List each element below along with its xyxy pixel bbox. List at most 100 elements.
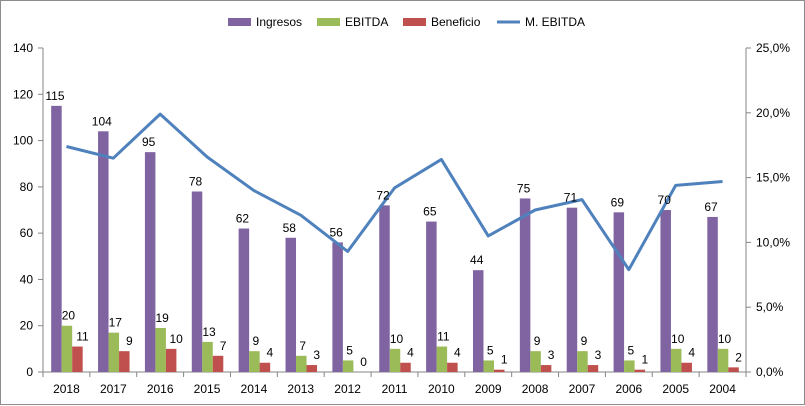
x-tick-label: 2009	[475, 382, 502, 396]
data-label-ingresos: 115	[45, 89, 64, 103]
y-tick-label-right: 0,0%	[756, 365, 784, 379]
x-tick-label: 2006	[615, 382, 642, 396]
data-label-ebitda: 17	[109, 316, 123, 330]
data-label-ebitda: 20	[62, 309, 76, 323]
bar-ingresos	[191, 191, 203, 372]
bar-ingresos	[660, 210, 671, 372]
bar-ebitda	[389, 348, 401, 372]
bar-beneficio	[119, 351, 130, 372]
data-label-ebitda: 9	[581, 334, 588, 348]
data-label-beneficio: 11	[76, 330, 89, 344]
data-label-ebitda: 7	[299, 339, 306, 353]
data-label-beneficio: 4	[267, 346, 274, 360]
data-label-beneficio: 1	[501, 353, 508, 367]
y-tick-label-right: 5,0%	[756, 300, 784, 314]
data-label-ingresos: 72	[376, 188, 390, 202]
y-tick-label-left: 140	[13, 41, 33, 55]
line-m-ebitda	[66, 112, 723, 272]
bar-ingresos	[519, 198, 531, 372]
x-tick-label: 2008	[522, 382, 549, 396]
bar-beneficio	[728, 367, 739, 372]
data-label-ebitda: 19	[155, 311, 169, 325]
y-tick-label-left: 0	[26, 365, 33, 379]
bar-ingresos	[613, 212, 625, 372]
y-tick-label-left: 40	[20, 272, 34, 286]
legend-label-m-ebitda: M. EBITDA	[525, 15, 585, 29]
bar-beneficio	[400, 362, 411, 372]
data-label-beneficio: 4	[407, 346, 414, 360]
bar-ebitda	[530, 351, 541, 372]
data-label-beneficio: 2	[735, 350, 742, 364]
x-tick-label: 2005	[662, 382, 689, 396]
bar-beneficio	[212, 355, 224, 372]
data-label-ingresos: 62	[236, 212, 250, 226]
data-label-beneficio: 9	[126, 334, 133, 348]
data-label-ingresos: 69	[611, 195, 625, 209]
data-label-ingresos: 75	[517, 181, 531, 195]
data-label-ingresos: 58	[283, 221, 297, 235]
y-tick-label-left: 100	[13, 134, 33, 148]
legend: Ingresos EBITDA Beneficio M. EBITDA	[228, 15, 585, 29]
bar-ingresos	[472, 270, 484, 372]
bar-beneficio	[165, 348, 177, 372]
bar-ebitda	[670, 348, 682, 372]
bar-ebitda	[202, 341, 213, 372]
data-label-ebitda: 9	[253, 334, 260, 348]
x-tick-label: 2004	[709, 382, 736, 396]
bar-ebitda	[296, 355, 307, 372]
line-series	[66, 112, 723, 272]
bar-ebitda	[249, 351, 260, 372]
data-label-ebitda: 11	[437, 330, 450, 344]
data-label-ebitda: 13	[202, 325, 216, 339]
data-label-beneficio: 1	[641, 353, 648, 367]
bar-ebitda	[717, 348, 729, 372]
x-tick-label: 2013	[287, 382, 314, 396]
y-tick-label-right: 20,0%	[756, 106, 790, 120]
data-label-beneficio: 10	[169, 332, 183, 346]
bar-ebitda	[577, 351, 588, 372]
x-tick-label: 2011	[382, 382, 408, 396]
bar-ingresos	[566, 207, 578, 372]
data-label-beneficio: 7	[220, 339, 227, 353]
data-label-ebitda: 5	[627, 343, 634, 357]
data-label-ingresos: 95	[142, 135, 156, 149]
legend-swatch-beneficio	[403, 18, 426, 26]
data-label-beneficio: 4	[454, 346, 461, 360]
data-label-ingresos: 56	[329, 225, 343, 239]
x-tick-label: 2010	[428, 382, 455, 396]
y-tick-label-right: 25,0%	[756, 41, 790, 55]
data-label-beneficio: 0	[360, 355, 367, 369]
y-tick-label-left: 60	[20, 226, 34, 240]
bar-ingresos	[98, 131, 109, 372]
legend-label-ingresos: Ingresos	[256, 15, 302, 29]
data-label-ingresos: 67	[704, 200, 718, 214]
bar-beneficio	[493, 369, 505, 372]
bar-ingresos	[51, 105, 62, 372]
data-label-beneficio: 3	[313, 348, 320, 362]
data-label-ebitda: 5	[346, 343, 353, 357]
legend-label-beneficio: Beneficio	[431, 15, 481, 29]
data-label-ingresos: 70	[658, 193, 672, 207]
data-label-beneficio: 4	[688, 346, 695, 360]
bars	[51, 105, 739, 372]
y-tick-label-left: 20	[20, 319, 34, 333]
bar-beneficio	[447, 362, 458, 372]
x-tick-label: 2015	[194, 382, 221, 396]
bar-ingresos	[379, 205, 390, 372]
data-label-ingresos: 65	[423, 205, 437, 219]
legend-swatch-ebitda	[317, 18, 340, 26]
bar-beneficio	[72, 346, 83, 372]
data-label-ingresos: 104	[92, 114, 112, 128]
bar-ingresos	[238, 228, 250, 372]
bar-ebitda	[342, 360, 354, 372]
bar-ingresos	[426, 221, 437, 372]
y-tick-label-right: 15,0%	[756, 171, 790, 185]
data-label-ebitda: 10	[390, 332, 404, 346]
bar-ebitda	[108, 332, 120, 372]
data-label-ebitda: 10	[671, 332, 685, 346]
bar-ebitda	[155, 328, 166, 372]
legend-swatch-ingresos	[228, 18, 251, 26]
bar-beneficio	[681, 362, 692, 372]
